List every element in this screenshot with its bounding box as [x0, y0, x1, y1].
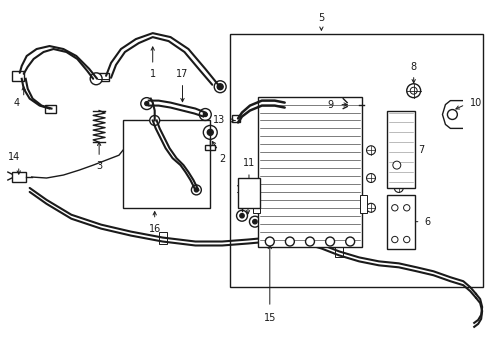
Circle shape	[191, 185, 201, 195]
Text: 1: 1	[149, 69, 156, 79]
Circle shape	[90, 73, 102, 85]
Circle shape	[207, 129, 213, 135]
Circle shape	[447, 109, 456, 120]
Bar	[230, 34, 482, 287]
Circle shape	[239, 213, 244, 218]
Circle shape	[391, 237, 397, 243]
Circle shape	[141, 98, 152, 109]
Bar	[386, 195, 414, 249]
Bar	[257, 96, 361, 247]
Text: 9: 9	[326, 100, 333, 109]
Text: 17: 17	[176, 69, 188, 79]
Circle shape	[393, 184, 403, 192]
Bar	[386, 111, 414, 188]
Text: 8: 8	[410, 62, 416, 72]
Bar	[252, 195, 259, 213]
Circle shape	[203, 125, 217, 139]
Text: 4: 4	[14, 98, 20, 108]
Bar	[238, 178, 259, 208]
Text: 2: 2	[219, 154, 225, 164]
Circle shape	[305, 237, 314, 246]
Circle shape	[366, 203, 375, 212]
Circle shape	[203, 113, 207, 117]
Circle shape	[403, 237, 409, 243]
Text: 11: 11	[243, 158, 255, 168]
Text: 15: 15	[263, 313, 275, 323]
Circle shape	[392, 161, 400, 169]
Bar	[44, 105, 56, 113]
Circle shape	[194, 188, 198, 192]
Text: 14: 14	[8, 152, 20, 162]
Text: 5: 5	[318, 13, 324, 23]
Bar	[122, 121, 210, 208]
Bar	[265, 231, 273, 243]
FancyBboxPatch shape	[97, 73, 109, 81]
Circle shape	[236, 210, 247, 221]
Text: 16: 16	[148, 224, 161, 234]
Circle shape	[406, 84, 420, 98]
Text: 6: 6	[424, 217, 430, 227]
Text: 3: 3	[96, 161, 102, 171]
Circle shape	[214, 81, 225, 93]
Bar	[346, 100, 358, 109]
Circle shape	[391, 204, 397, 211]
Circle shape	[409, 87, 416, 94]
Circle shape	[144, 102, 148, 105]
Circle shape	[325, 237, 334, 246]
Bar	[232, 114, 240, 122]
Bar	[158, 231, 166, 243]
Text: 13: 13	[212, 116, 224, 126]
Circle shape	[366, 146, 375, 155]
Circle shape	[265, 237, 274, 246]
Bar	[359, 195, 366, 213]
Bar	[12, 172, 26, 182]
Text: 12: 12	[235, 185, 248, 195]
Text: 7: 7	[418, 145, 424, 155]
Circle shape	[217, 84, 223, 90]
Circle shape	[345, 237, 354, 246]
Bar	[205, 145, 215, 150]
Text: 10: 10	[469, 98, 482, 108]
Circle shape	[199, 109, 211, 121]
Bar	[335, 246, 343, 257]
Circle shape	[366, 174, 375, 183]
Circle shape	[249, 216, 260, 227]
Circle shape	[149, 116, 160, 125]
Circle shape	[252, 220, 257, 224]
Circle shape	[403, 204, 409, 211]
Circle shape	[285, 237, 294, 246]
Bar	[12, 71, 24, 81]
